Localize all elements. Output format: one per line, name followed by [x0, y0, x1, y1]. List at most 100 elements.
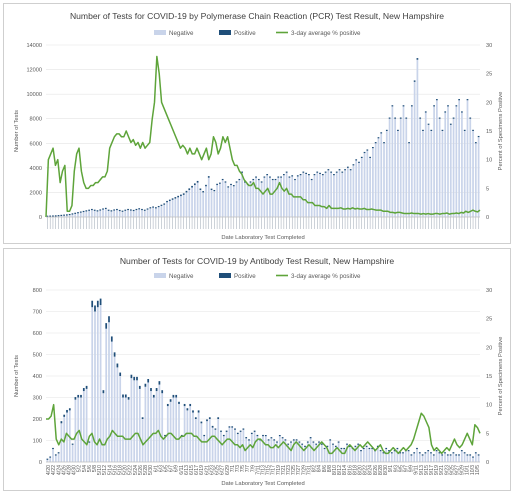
- positive-bar: [172, 198, 174, 199]
- positive-bar: [202, 191, 204, 192]
- positive-bar: [258, 179, 260, 180]
- positive-bar: [186, 191, 188, 193]
- positive-bar: [305, 173, 307, 174]
- negative-bar: [83, 212, 85, 217]
- negative-bar: [248, 441, 250, 463]
- positive-bar: [276, 441, 278, 442]
- positive-bar: [436, 99, 438, 100]
- positive-bar: [206, 419, 208, 421]
- negative-bar: [147, 210, 149, 217]
- positive-bar: [147, 379, 149, 382]
- positive-bar: [254, 431, 256, 432]
- positive-bar: [318, 441, 320, 442]
- positive-bar: [411, 454, 413, 455]
- positive-bar: [80, 395, 82, 398]
- negative-bar: [447, 456, 449, 462]
- negative-bar: [467, 456, 469, 462]
- negative-bar: [258, 180, 260, 217]
- negative-bar: [428, 125, 430, 217]
- negative-bar: [188, 190, 190, 217]
- negative-bar: [374, 451, 376, 462]
- negative-bar: [472, 131, 474, 217]
- positive-bar: [117, 364, 119, 368]
- negative-bar: [74, 214, 76, 217]
- negative-bar: [61, 423, 63, 462]
- negative-bar: [386, 131, 388, 217]
- negative-bar: [265, 436, 267, 462]
- negative-bar: [314, 175, 316, 217]
- positive-bar: [208, 176, 210, 178]
- positive-bar: [338, 441, 340, 442]
- negative-bar: [144, 211, 146, 217]
- positive-bar: [248, 439, 250, 440]
- negative-bar: [430, 131, 432, 217]
- positive-bar: [455, 105, 457, 106]
- positive-bar: [220, 431, 222, 432]
- positive-bar: [169, 200, 171, 201]
- x-axis-title: Date Laboratory Test Completed: [221, 235, 304, 241]
- positive-bar: [180, 195, 182, 197]
- negative-bar: [294, 180, 296, 217]
- positive-bar: [441, 454, 443, 455]
- negative-bar: [212, 428, 214, 462]
- negative-bar: [208, 178, 210, 217]
- y-tick-label: 100: [33, 439, 42, 445]
- positive-bar: [467, 99, 469, 100]
- negative-bar: [138, 209, 140, 217]
- positive-bar: [161, 390, 163, 393]
- negative-bar: [172, 200, 174, 217]
- positive-bar: [183, 193, 185, 195]
- positive-bar: [430, 130, 432, 131]
- negative-bar: [478, 137, 480, 217]
- negative-bar: [467, 100, 469, 217]
- negative-bar: [72, 215, 74, 217]
- negative-bar: [333, 175, 335, 217]
- positive-bar: [313, 441, 315, 442]
- positive-bar: [294, 179, 296, 180]
- positive-bar: [66, 214, 68, 215]
- positive-bar: [322, 174, 324, 175]
- antibody-chart: Number of Tests for COVID-19 by Antibody…: [4, 249, 510, 490]
- negative-bar: [311, 180, 313, 217]
- antibody-chart-panel: Number of Tests for COVID-19 by Antibody…: [3, 248, 511, 491]
- positive-bar: [49, 216, 51, 217]
- y-tick-label: 300: [33, 396, 42, 402]
- y-tick-label: 12000: [26, 68, 42, 74]
- positive-bar: [83, 388, 85, 391]
- negative-bar: [233, 186, 235, 217]
- positive-bar: [272, 179, 274, 180]
- negative-bar: [49, 458, 51, 462]
- negative-bar: [173, 398, 175, 463]
- positive-bar: [417, 58, 419, 60]
- negative-bar: [133, 380, 135, 462]
- negative-bar: [447, 106, 449, 217]
- positive-bar: [450, 124, 452, 125]
- y2-tick-label: 25: [486, 317, 492, 323]
- positive-bar: [386, 130, 388, 131]
- negative-bar: [111, 211, 113, 217]
- positive-bar: [402, 452, 404, 453]
- negative-bar: [272, 180, 274, 217]
- negative-bar: [360, 451, 362, 462]
- positive-bar: [293, 439, 295, 440]
- negative-bar: [94, 211, 96, 217]
- positive-bar: [153, 395, 155, 398]
- negative-bar: [349, 447, 351, 462]
- positive-bar: [333, 174, 335, 175]
- positive-bar: [251, 433, 253, 434]
- negative-bar: [343, 449, 345, 462]
- positive-bar: [444, 452, 446, 453]
- negative-bar: [316, 173, 318, 217]
- y-tick-label: 2000: [30, 190, 42, 196]
- positive-bar: [47, 459, 49, 460]
- negative-bar: [231, 428, 233, 462]
- positive-bar: [240, 431, 242, 432]
- positive-bar: [336, 172, 338, 173]
- positive-bar: [430, 452, 432, 453]
- positive-bar: [219, 183, 221, 184]
- negative-bar: [177, 197, 179, 217]
- positive-bar: [469, 118, 471, 119]
- positive-bar: [245, 437, 247, 438]
- negative-bar: [394, 451, 396, 462]
- negative-bar: [433, 106, 435, 217]
